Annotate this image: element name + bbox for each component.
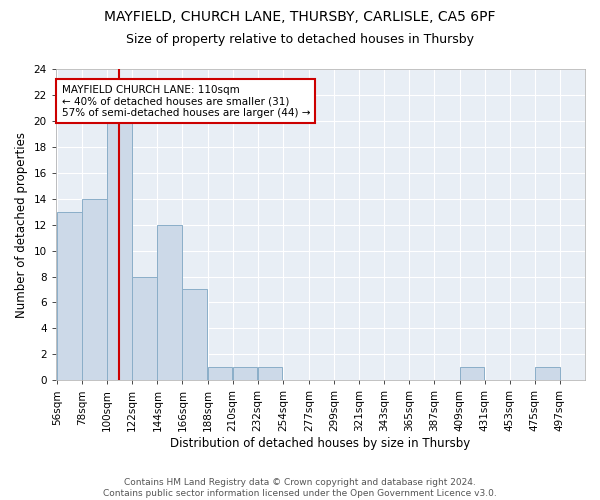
Bar: [82, 198, 107, 380]
Bar: [535, 368, 560, 380]
Bar: [107, 121, 132, 380]
Y-axis label: Number of detached properties: Number of detached properties: [15, 132, 28, 318]
Text: Contains HM Land Registry data © Crown copyright and database right 2024.
Contai: Contains HM Land Registry data © Crown c…: [103, 478, 497, 498]
Bar: [182, 290, 207, 380]
Text: MAYFIELD CHURCH LANE: 110sqm
← 40% of detached houses are smaller (31)
57% of se: MAYFIELD CHURCH LANE: 110sqm ← 40% of de…: [62, 84, 310, 118]
Bar: [57, 212, 82, 380]
Bar: [132, 276, 157, 380]
Bar: [460, 368, 484, 380]
Bar: [157, 224, 182, 380]
Bar: [257, 368, 283, 380]
Bar: [233, 368, 257, 380]
Text: Size of property relative to detached houses in Thursby: Size of property relative to detached ho…: [126, 32, 474, 46]
Text: MAYFIELD, CHURCH LANE, THURSBY, CARLISLE, CA5 6PF: MAYFIELD, CHURCH LANE, THURSBY, CARLISLE…: [104, 10, 496, 24]
X-axis label: Distribution of detached houses by size in Thursby: Distribution of detached houses by size …: [170, 437, 470, 450]
Bar: [208, 368, 232, 380]
